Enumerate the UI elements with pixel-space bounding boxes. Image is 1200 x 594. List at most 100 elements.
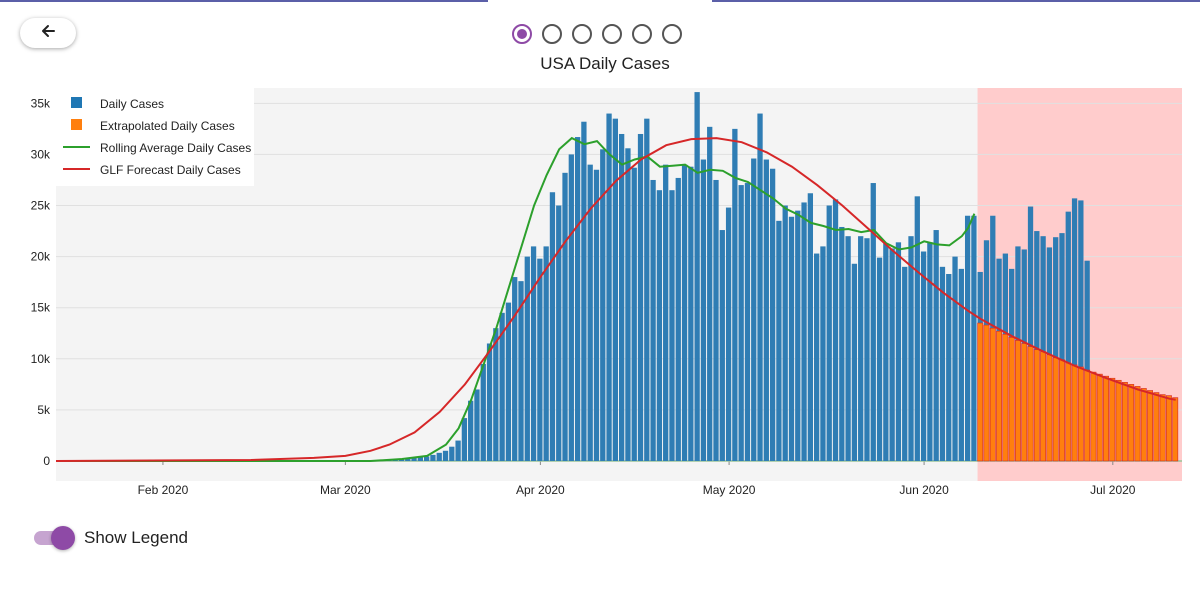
bar-daily-cases [858, 236, 864, 461]
bar-daily-cases [663, 164, 669, 461]
bar-daily-cases [688, 166, 694, 461]
series-glf-forecast-line [55, 137, 1176, 462]
bar-daily-cases [499, 312, 505, 461]
arrow-left-icon [40, 23, 56, 44]
y-tick-label: 0 [43, 454, 50, 468]
bar-daily-cases [562, 172, 568, 461]
bar-daily-cases [436, 452, 442, 461]
bar-daily-cases [493, 328, 499, 461]
page-dot-6[interactable] [662, 24, 682, 44]
show-legend-toggle[interactable] [32, 526, 76, 550]
show-legend-label: Show Legend [84, 528, 188, 547]
x-tick-label: Jul 2020 [1090, 483, 1136, 497]
bar-extrapolated-daily-cases [1134, 386, 1141, 462]
back-button[interactable] [20, 18, 76, 48]
bar-daily-cases [719, 230, 725, 461]
y-axis: 0 5k 10k 15k 20k 25k 30k 35k [31, 96, 51, 468]
bar-daily-cases [1040, 236, 1046, 461]
bar-daily-cases [700, 159, 707, 461]
bar-daily-cases [619, 133, 625, 461]
bar-extrapolated-daily-cases [1109, 377, 1116, 462]
bar-daily-cases [1027, 206, 1034, 461]
bar-daily-cases [889, 248, 895, 461]
bar-daily-cases [933, 230, 939, 461]
bar-daily-cases [411, 457, 417, 461]
x-tick-label: Jun 2020 [899, 483, 949, 497]
bar-daily-cases [417, 457, 423, 461]
bar-daily-cases [1059, 233, 1065, 461]
bar-extrapolated-daily-cases [1084, 369, 1091, 462]
bar-daily-cases [587, 164, 593, 461]
page-dot-4[interactable] [602, 24, 622, 44]
bar-daily-cases [505, 302, 512, 461]
bar-daily-cases [549, 192, 556, 461]
bar-extrapolated-daily-cases [1090, 371, 1097, 462]
bar-daily-cases [530, 246, 537, 461]
bar-daily-cases [537, 258, 543, 461]
top-divider-right [712, 0, 1200, 2]
y-tick-label: 35k [31, 96, 51, 110]
x-tick-label: Apr 2020 [516, 483, 565, 497]
bar-daily-cases [474, 389, 480, 461]
bar-daily-cases [738, 185, 744, 461]
y-tick-label: 25k [31, 199, 51, 213]
legend-label-extrapolated: Extrapolated Daily Cases [100, 119, 235, 133]
y-tick-label: 30k [31, 147, 51, 161]
y-tick-label: 10k [31, 352, 51, 366]
page-dot-1[interactable] [512, 24, 532, 44]
bar-daily-cases [1053, 237, 1059, 461]
bar-daily-cases [851, 263, 858, 461]
bar-daily-cases [449, 446, 455, 461]
x-tick-label: May 2020 [703, 483, 756, 497]
bar-daily-cases [656, 190, 663, 461]
bar-daily-cases [398, 459, 405, 461]
bar-daily-cases [1065, 211, 1071, 461]
bar-daily-cases [518, 281, 524, 461]
top-divider-left [0, 0, 488, 2]
bar-daily-cases [600, 149, 606, 461]
bar-extrapolated-daily-cases [1071, 364, 1078, 462]
bar-daily-cases [763, 159, 769, 461]
bar-daily-cases [581, 121, 587, 461]
bar-daily-cases [1071, 198, 1078, 461]
bar-extrapolated-daily-cases [1115, 379, 1122, 462]
bar-daily-cases [769, 168, 776, 461]
page-dot-3[interactable] [572, 24, 592, 44]
bar-daily-cases [442, 450, 449, 461]
bar-daily-cases [744, 183, 751, 461]
bar-daily-cases [512, 277, 518, 461]
y-tick-label: 15k [31, 301, 51, 315]
bar-daily-cases [637, 133, 644, 461]
bar-extrapolated-daily-cases [1040, 351, 1047, 462]
bar-daily-cases [568, 154, 574, 461]
bar-daily-cases [423, 456, 430, 461]
bar-daily-cases [713, 179, 719, 461]
bar-daily-cases [625, 148, 631, 461]
page-dots [512, 24, 682, 48]
legend: Daily Cases Extrapolated Daily Cases Rol… [56, 88, 254, 186]
legend-swatch-daily-cases [71, 97, 82, 108]
bar-daily-cases [707, 126, 713, 461]
bar-extrapolated-daily-cases [1096, 373, 1103, 462]
bar-daily-cases [486, 343, 493, 461]
bar-extrapolated-daily-cases [1121, 382, 1128, 462]
bar-daily-cases [952, 256, 958, 461]
bar-extrapolated-daily-cases [983, 324, 990, 462]
bar-daily-cases [524, 256, 530, 461]
chart-svg: 0 5k 10k 15k 20k 25k 30k 35k Feb 2020 Mar 2020 Ap… [31, 88, 1182, 497]
bar-daily-cases [606, 113, 612, 461]
bar-daily-cases [681, 164, 688, 461]
page-dot-5[interactable] [632, 24, 652, 44]
bar-daily-cases [725, 207, 732, 461]
x-tick-label: Mar 2020 [320, 483, 371, 497]
bar-extrapolated-daily-cases [1140, 388, 1147, 462]
bar-daily-cases [480, 363, 486, 461]
bar-daily-cases [751, 158, 757, 461]
bar-extrapolated-daily-cases [1027, 346, 1034, 462]
page-dot-2[interactable] [542, 24, 562, 44]
bar-extrapolated-daily-cases [1077, 366, 1084, 462]
bar-extrapolated-daily-cases [1002, 333, 1009, 462]
bar-extrapolated-daily-cases [1046, 354, 1053, 462]
bar-daily-cases [895, 242, 902, 461]
bar-daily-cases [574, 137, 581, 461]
